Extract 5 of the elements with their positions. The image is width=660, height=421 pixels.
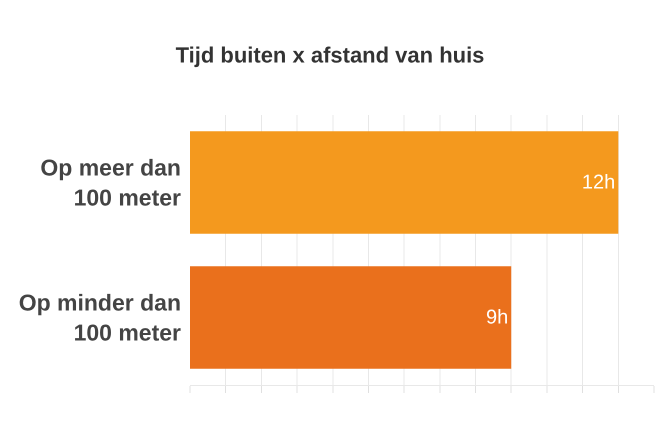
y-tick-label: Op meer dan 100 meter bbox=[40, 154, 182, 210]
data-label: 12h bbox=[582, 172, 616, 194]
y-tick-label: Op minder dan 100 meter bbox=[18, 290, 182, 346]
data-label: 9h bbox=[486, 306, 508, 328]
chart-title: Tijd buiten x afstand van huis bbox=[176, 42, 484, 68]
